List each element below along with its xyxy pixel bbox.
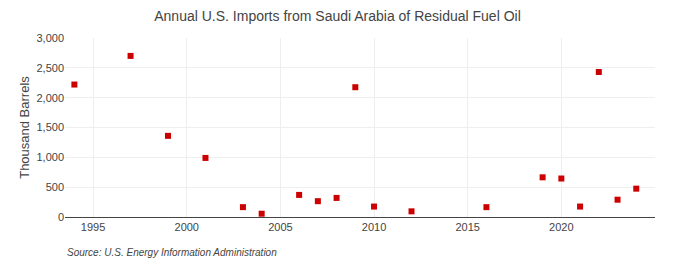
svg-text:2,500: 2,500 [36, 62, 64, 74]
svg-text:Source: U.S. Energy Informatio: Source: U.S. Energy Information Administ… [67, 247, 277, 258]
svg-text:1,500: 1,500 [36, 121, 64, 133]
svg-text:2015: 2015 [455, 221, 479, 233]
svg-text:500: 500 [46, 181, 64, 193]
svg-text:0: 0 [58, 211, 64, 223]
svg-text:2020: 2020 [549, 221, 573, 233]
svg-text:1,000: 1,000 [36, 151, 64, 163]
svg-text:3,000: 3,000 [36, 32, 64, 44]
svg-text:Thousand Barrels: Thousand Barrels [17, 76, 32, 179]
svg-text:1995: 1995 [81, 221, 105, 233]
svg-text:2000: 2000 [175, 221, 199, 233]
svg-text:2005: 2005 [268, 221, 292, 233]
svg-text:2010: 2010 [362, 221, 386, 233]
svg-text:Annual U.S. Imports from Saudi: Annual U.S. Imports from Saudi Arabia of… [154, 8, 521, 24]
svg-text:2,000: 2,000 [36, 92, 64, 104]
